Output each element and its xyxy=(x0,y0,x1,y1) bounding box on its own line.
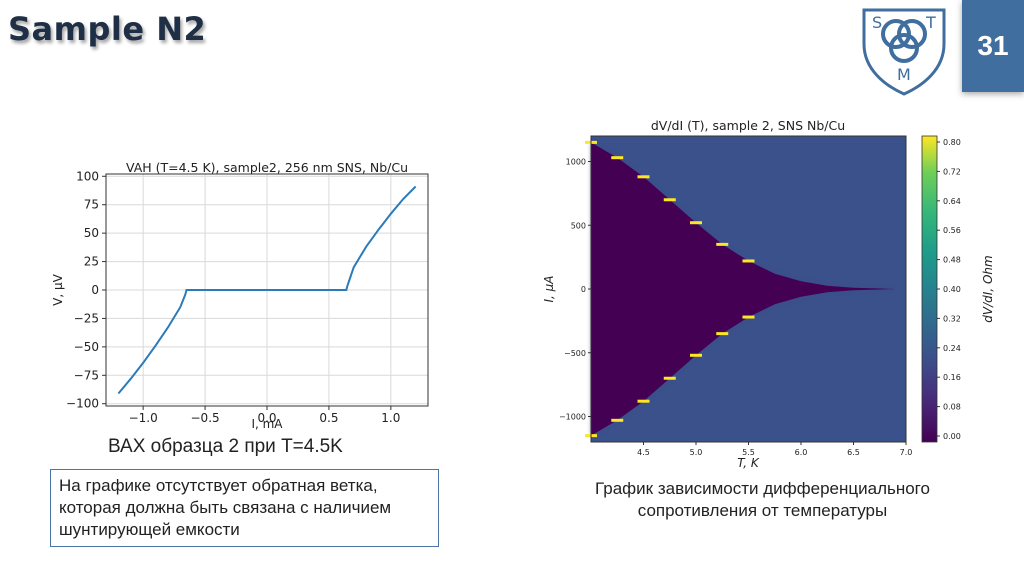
colorbar-tick-label: 0.64 xyxy=(943,197,961,206)
heatmap-xtick-label: 6.0 xyxy=(795,448,808,457)
logo-letter-m: M xyxy=(897,65,911,84)
stm-logo: S T M xyxy=(862,8,946,96)
colorbar-tick-label: 0.48 xyxy=(943,256,961,265)
heatmap-ylabel: I, μA xyxy=(542,275,556,302)
iv-xtick-label: 0.5 xyxy=(319,411,338,425)
heatmap-ytick-label: −1000 xyxy=(559,413,586,422)
iv-ytick-label: −25 xyxy=(74,311,99,325)
colorbar-label: dV/dI, Ohm xyxy=(981,255,995,322)
heatmap-critical-peak xyxy=(663,376,676,380)
heatmap-critical-peak xyxy=(611,418,624,422)
iv-xtick-label: −0.5 xyxy=(191,411,220,425)
heatmap-ytick-label: 1000 xyxy=(566,158,586,167)
heatmap-critical-peak xyxy=(690,353,702,357)
slide-title: Sample N2 xyxy=(8,10,207,48)
colorbar-tick-label: 0.08 xyxy=(943,403,961,412)
logo-letter-s: S xyxy=(872,13,882,32)
logo-letter-t: T xyxy=(925,13,936,32)
heatmap-critical-peak xyxy=(742,259,755,263)
colorbar-tick-label: 0.40 xyxy=(943,285,961,294)
iv-xtick-label: 1.0 xyxy=(381,411,400,425)
iv-ytick-label: 100 xyxy=(76,169,99,183)
heatmap-xtick-label: 5.5 xyxy=(742,448,755,457)
iv-ytick-label: 50 xyxy=(84,226,99,240)
iv-curve-line xyxy=(117,185,417,395)
colorbar-tick-label: 0.16 xyxy=(943,373,961,382)
heatmap-ytick-label: 0 xyxy=(581,285,586,294)
heatmap-xtick-label: 6.5 xyxy=(847,448,860,457)
colorbar-tick-label: 0.72 xyxy=(943,167,961,176)
iv-ytick-label: 0 xyxy=(91,283,99,297)
colorbar-tick-label: 0.24 xyxy=(943,344,961,353)
heatmap-critical-peak xyxy=(716,332,729,336)
heatmap-chart: dV/dI (T), sample 2, SNS Nb/Cu 4.5 5.0 5.5… xyxy=(542,118,995,470)
heatmap-ytick-label: 500 xyxy=(571,221,586,230)
iv-chart: VAH (T=4.5 K), sample2, 256 nm SNS, Nb/C… xyxy=(51,160,429,431)
heatmap-xlabel: T, K xyxy=(737,456,760,470)
heatmap-critical-peak xyxy=(637,399,650,403)
heatmap-xtick-label: 5.0 xyxy=(690,448,703,457)
note-box: На графике отсутствует обратная ветка, к… xyxy=(50,469,439,547)
colorbar-tick-label: 0.80 xyxy=(943,138,961,147)
iv-xtick-label: 0.0 xyxy=(257,411,276,425)
heatmap-xtick-label: 7.0 xyxy=(900,448,913,457)
colorbar xyxy=(921,135,938,443)
heatmap-title: dV/dI (T), sample 2, SNS Nb/Cu xyxy=(651,118,845,133)
left-chart-caption: ВАХ образца 2 при T=4.5K xyxy=(108,436,343,457)
iv-ytick-label: 75 xyxy=(84,198,99,212)
colorbar-tick-label: 0.32 xyxy=(943,314,961,323)
iv-xlabel: I, mA xyxy=(251,417,283,431)
iv-ylabel: V, μV xyxy=(51,273,65,305)
heatmap-critical-peak xyxy=(637,175,650,179)
heatmap-xtick-label: 4.5 xyxy=(637,448,650,457)
heatmap-critical-peak xyxy=(716,242,729,246)
heatmap-critical-peak xyxy=(663,198,676,202)
heatmap-superconducting-region xyxy=(591,142,896,436)
iv-ytick-label: −50 xyxy=(74,340,99,354)
iv-ytick-label: 25 xyxy=(84,255,99,269)
iv-xtick-label: −1.0 xyxy=(129,411,158,425)
page-number-badge: 31 xyxy=(962,0,1024,92)
heatmap-ytick-label: −500 xyxy=(564,349,586,358)
iv-ytick-label: −100 xyxy=(66,397,99,411)
iv-chart-title: VAH (T=4.5 K), sample2, 256 nm SNS, Nb/C… xyxy=(126,160,408,175)
colorbar-tick-label: 0.56 xyxy=(943,226,961,235)
heatmap-critical-peak xyxy=(611,156,624,160)
iv-ytick-label: −75 xyxy=(74,368,99,382)
right-chart-caption: График зависимости дифференциального соп… xyxy=(595,479,930,520)
heatmap-critical-peak xyxy=(742,315,755,319)
colorbar-tick-label: 0.00 xyxy=(943,432,961,441)
heatmap-critical-peak xyxy=(690,221,702,225)
logo-ring-3 xyxy=(889,33,919,63)
note-text: На графике отсутствует обратная ветка, к… xyxy=(59,476,392,539)
